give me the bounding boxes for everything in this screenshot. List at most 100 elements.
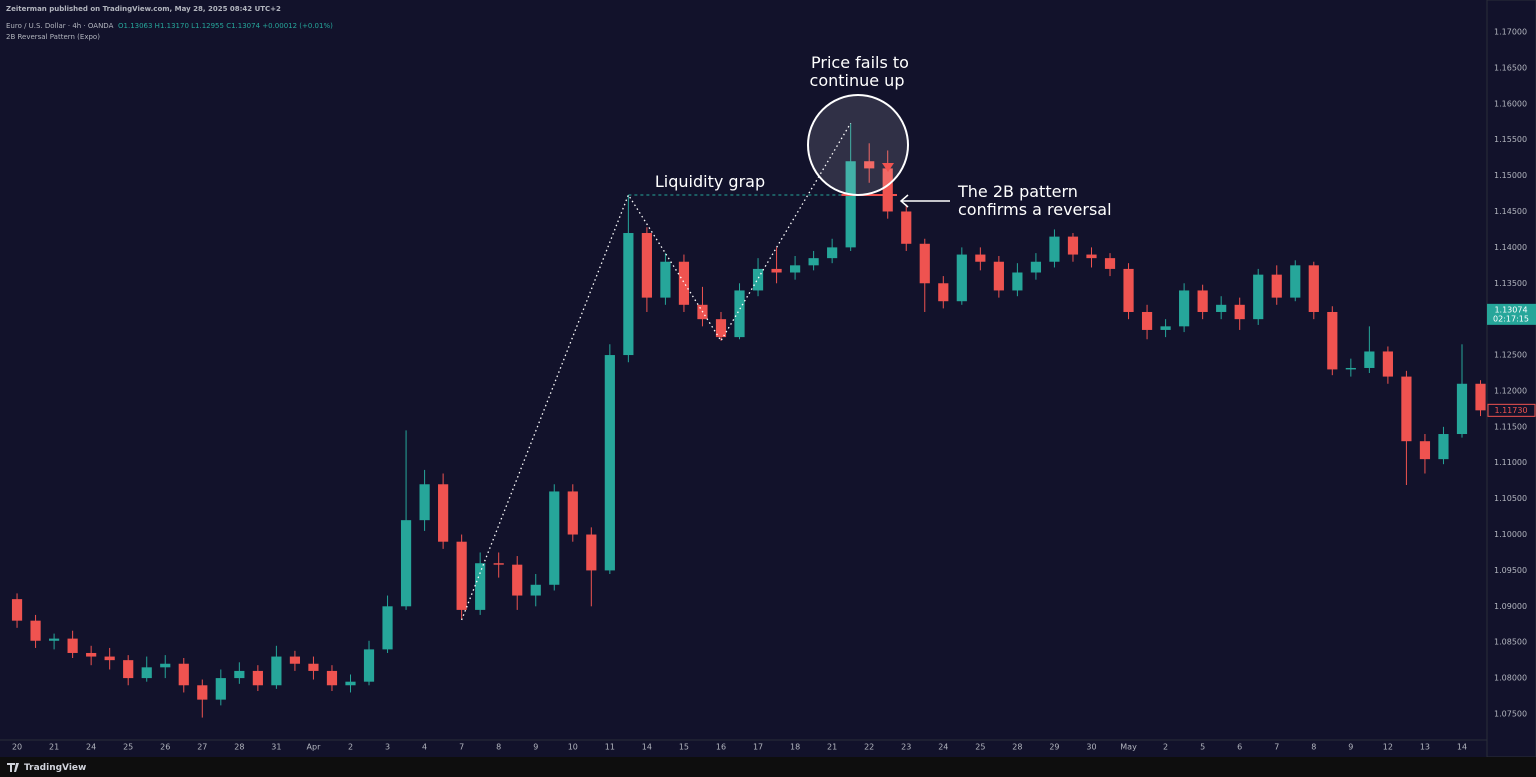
candle-body bbox=[400, 520, 412, 607]
candle-body bbox=[993, 261, 1004, 291]
candle-body bbox=[678, 261, 690, 305]
y-tick-label: 1.14500 bbox=[1494, 207, 1527, 216]
candle-body bbox=[215, 678, 226, 700]
x-tick-label: 8 bbox=[496, 743, 501, 752]
x-tick-label: 9 bbox=[533, 743, 538, 752]
candle-body bbox=[104, 656, 115, 661]
x-tick-label: 29 bbox=[1049, 743, 1059, 752]
candle-body bbox=[475, 563, 486, 610]
candle-body bbox=[956, 254, 967, 302]
candle-body bbox=[1456, 383, 1468, 435]
symbol: Euro / U.S. Dollar · 4h · OANDA bbox=[6, 22, 114, 30]
x-tick-label: 28 bbox=[234, 743, 244, 752]
y-tick-label: 1.12500 bbox=[1494, 351, 1527, 360]
candle-body bbox=[789, 265, 801, 273]
signal-triangle bbox=[882, 163, 894, 172]
candle-body bbox=[493, 563, 504, 565]
x-tick-label: 22 bbox=[864, 743, 874, 752]
candle-body bbox=[715, 319, 727, 338]
candle-body bbox=[1382, 351, 1393, 377]
candle-body bbox=[827, 247, 838, 259]
candle-body bbox=[1253, 274, 1264, 320]
x-tick-label: 9 bbox=[1348, 743, 1353, 752]
candle-body bbox=[549, 491, 560, 585]
x-tick-label: 2 bbox=[1163, 743, 1168, 752]
y-tick-label: 1.11500 bbox=[1494, 422, 1527, 431]
x-tick-label: 10 bbox=[568, 743, 578, 752]
ohlc: O1.13063 H1.13170 L1.12955 C1.13074 +0.0… bbox=[118, 22, 333, 30]
candle-body bbox=[938, 283, 949, 302]
candle-body bbox=[326, 670, 338, 686]
candle-body bbox=[1160, 326, 1171, 330]
x-tick-label: 11 bbox=[605, 743, 615, 752]
candle-body bbox=[1197, 290, 1208, 312]
x-tick-label: 24 bbox=[938, 743, 948, 752]
candle-body bbox=[567, 491, 578, 535]
x-tick-label: 28 bbox=[1012, 743, 1022, 752]
y-tick-label: 1.09000 bbox=[1494, 602, 1527, 611]
candle-body bbox=[1271, 274, 1282, 298]
annotation: continue up bbox=[810, 71, 905, 90]
candle-body bbox=[48, 638, 60, 641]
x-tick-label: 18 bbox=[790, 743, 800, 752]
candle-body bbox=[1290, 265, 1301, 298]
candle-body bbox=[123, 660, 134, 679]
marker-tag bbox=[1487, 403, 1536, 417]
x-tick-label: 21 bbox=[827, 743, 837, 752]
x-tick-label: 7 bbox=[459, 743, 464, 752]
candle-body bbox=[1364, 351, 1375, 368]
candle-body bbox=[1123, 268, 1134, 312]
annotation: The 2B pattern bbox=[957, 182, 1078, 201]
candle-body bbox=[1049, 236, 1060, 262]
candle-body bbox=[623, 233, 634, 356]
candle-body bbox=[308, 663, 319, 671]
footer-bar bbox=[0, 757, 1536, 777]
brand-logo bbox=[7, 763, 19, 772]
candle-body bbox=[1419, 441, 1431, 460]
x-tick-label: 4 bbox=[422, 743, 427, 752]
x-tick-label: 3 bbox=[385, 743, 390, 752]
x-tick-label: 6 bbox=[1237, 743, 1242, 752]
x-tick-label: 2 bbox=[348, 743, 353, 752]
candle-body bbox=[641, 233, 652, 298]
arrow-head bbox=[899, 194, 909, 208]
candle-body bbox=[1030, 261, 1042, 273]
candle-body bbox=[1327, 311, 1338, 370]
candle-body bbox=[11, 599, 23, 621]
candle-body bbox=[1401, 376, 1412, 442]
x-tick-label: 16 bbox=[716, 743, 726, 752]
candle-body bbox=[197, 685, 208, 700]
candle-body bbox=[86, 652, 97, 657]
annotation: Liquidity grap bbox=[655, 172, 765, 191]
candle-body bbox=[882, 168, 893, 212]
candle-body bbox=[660, 261, 671, 298]
y-tick-label: 1.11000 bbox=[1494, 458, 1527, 467]
candle-body bbox=[252, 670, 263, 686]
x-tick-label: 12 bbox=[1383, 743, 1393, 752]
y-tick-label: 1.07500 bbox=[1494, 709, 1527, 718]
candle-body bbox=[345, 681, 356, 686]
countdown: 02:17:15 bbox=[1493, 314, 1529, 323]
last-price: 1.13074 bbox=[1494, 305, 1527, 314]
candle-body bbox=[586, 534, 597, 571]
candle-body bbox=[919, 243, 930, 284]
price-axis bbox=[1486, 0, 1536, 758]
candle-body bbox=[271, 656, 282, 686]
candle-body bbox=[512, 564, 523, 596]
candle-body bbox=[1086, 254, 1097, 259]
y-tick-label: 1.09500 bbox=[1494, 566, 1527, 575]
y-tick-label: 1.08000 bbox=[1494, 674, 1527, 683]
y-tick-label: 1.16500 bbox=[1494, 63, 1527, 72]
candle-body bbox=[1012, 272, 1023, 291]
candle-body bbox=[363, 649, 375, 682]
last-price-tag bbox=[1487, 303, 1536, 325]
candle-body bbox=[160, 663, 171, 668]
y-tick-label: 1.12000 bbox=[1494, 386, 1527, 395]
candle-body bbox=[845, 161, 856, 248]
x-tick-label: 15 bbox=[679, 743, 689, 752]
x-tick-label: 14 bbox=[642, 743, 652, 752]
y-tick-label: 1.15000 bbox=[1494, 171, 1527, 180]
candle-body bbox=[1475, 383, 1486, 411]
